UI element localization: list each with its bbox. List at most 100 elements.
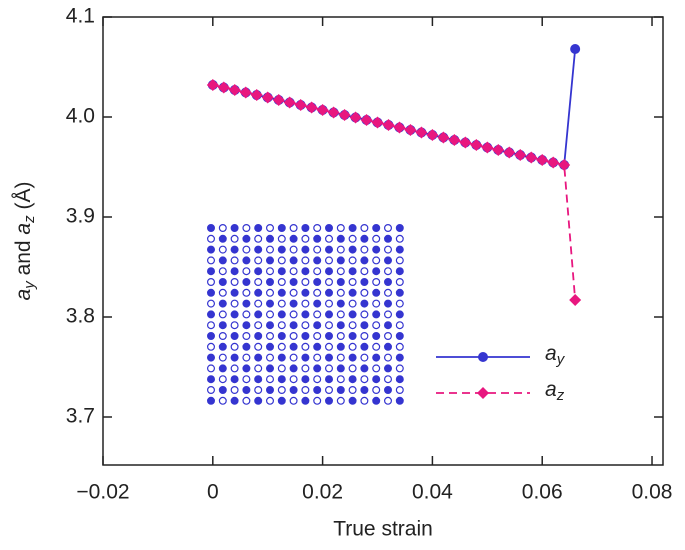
plot-frame [102, 16, 664, 466]
lattice-atom [395, 342, 404, 351]
lattice-atom [218, 288, 227, 297]
lattice-atom [395, 396, 404, 405]
marker [217, 81, 230, 94]
marker [404, 124, 417, 136]
lattice-atom [313, 386, 322, 395]
lattice-atom [325, 310, 334, 319]
lattice-atom [289, 288, 298, 297]
lattice-atom [372, 234, 381, 243]
lattice-atom [230, 396, 239, 405]
lattice-atom [207, 310, 216, 319]
lattice-atom [313, 267, 322, 276]
lattice-atom [384, 245, 393, 254]
lattice-atom [325, 245, 334, 254]
lattice-atom [360, 234, 369, 243]
lattice-atom [336, 386, 345, 395]
lattice-atom [336, 288, 345, 297]
lattice-atom [301, 342, 310, 351]
lattice-atom [336, 321, 345, 330]
lattice-atom [325, 224, 334, 233]
lattice-atom [384, 234, 393, 243]
y-tick-label: 4.1 [66, 5, 95, 28]
lattice-atom [242, 256, 251, 265]
marker [338, 109, 351, 121]
lattice-atom [266, 386, 275, 395]
lattice-atom [277, 234, 286, 243]
x-tick-label: 0.04 [412, 481, 453, 504]
lattice-atom [325, 396, 334, 405]
lattice-atom [230, 332, 239, 341]
lattice-atom [230, 375, 239, 384]
lattice-atom [266, 364, 275, 373]
lattice-atom [313, 224, 322, 233]
lattice-atom [230, 245, 239, 254]
lattice-atom [313, 299, 322, 308]
lattice-atom [395, 375, 404, 384]
lattice-atom [301, 396, 310, 405]
lattice-atom [218, 364, 227, 373]
lattice-atom [242, 224, 251, 233]
lattice-atom [395, 386, 404, 395]
lattice-atom [230, 364, 239, 373]
lattice-atom [230, 310, 239, 319]
lattice-atom [218, 267, 227, 276]
lattice-atom [336, 278, 345, 287]
lattice-atom [360, 245, 369, 254]
lattice-atom [360, 353, 369, 362]
lattice-atom [289, 256, 298, 265]
lattice-atom [348, 224, 357, 233]
lattice-atom [372, 321, 381, 330]
lattice-atom [254, 288, 263, 297]
lattice-atom [207, 288, 216, 297]
lattice-atom [242, 375, 251, 384]
marker [327, 106, 340, 119]
lattice-atom [325, 234, 334, 243]
lattice-atom [395, 278, 404, 287]
lattice-atom [254, 375, 263, 384]
lattice-atom [384, 267, 393, 276]
lattice-atom [289, 224, 298, 233]
lattice-atom [242, 364, 251, 373]
lattice-atom [230, 234, 239, 243]
lattice-atom [384, 310, 393, 319]
lattice-atom [289, 342, 298, 351]
lattice-atom [277, 342, 286, 351]
lattice-atom [254, 332, 263, 341]
lattice-atom [348, 288, 357, 297]
lattice-atom [242, 267, 251, 276]
lattice-atom [372, 375, 381, 384]
lattice-atom [301, 299, 310, 308]
lattice-atom [242, 299, 251, 308]
lattice-atom [207, 375, 216, 384]
lattice-atom [289, 386, 298, 395]
y-tick-label: 3.7 [66, 405, 95, 428]
marker [272, 94, 285, 106]
lattice-atom [313, 342, 322, 351]
marker [503, 146, 516, 159]
lattice-atom [348, 321, 357, 330]
series-line [212, 84, 577, 301]
lattice-atom [266, 256, 275, 265]
lattice-atom [360, 267, 369, 276]
lattice-atom [289, 245, 298, 254]
lattice-atom [289, 364, 298, 373]
lattice-atom [254, 321, 263, 330]
lattice-atom [277, 375, 286, 384]
lattice-atom [313, 278, 322, 287]
marker [283, 96, 296, 109]
lattice-atom [218, 353, 227, 362]
lattice-atom [254, 299, 263, 308]
lattice-atom [230, 299, 239, 308]
marker [426, 129, 439, 141]
lattice-atom [230, 256, 239, 265]
lattice-atom [230, 288, 239, 297]
lattice-atom [325, 342, 334, 351]
lattice-atom [395, 245, 404, 254]
lattice-atom [277, 364, 286, 373]
lattice-atom [360, 332, 369, 341]
lattice-atom [230, 386, 239, 395]
lattice-atom [395, 299, 404, 308]
lattice-atom [230, 321, 239, 330]
lattice-atom [207, 364, 216, 373]
lattice-atom [384, 288, 393, 297]
